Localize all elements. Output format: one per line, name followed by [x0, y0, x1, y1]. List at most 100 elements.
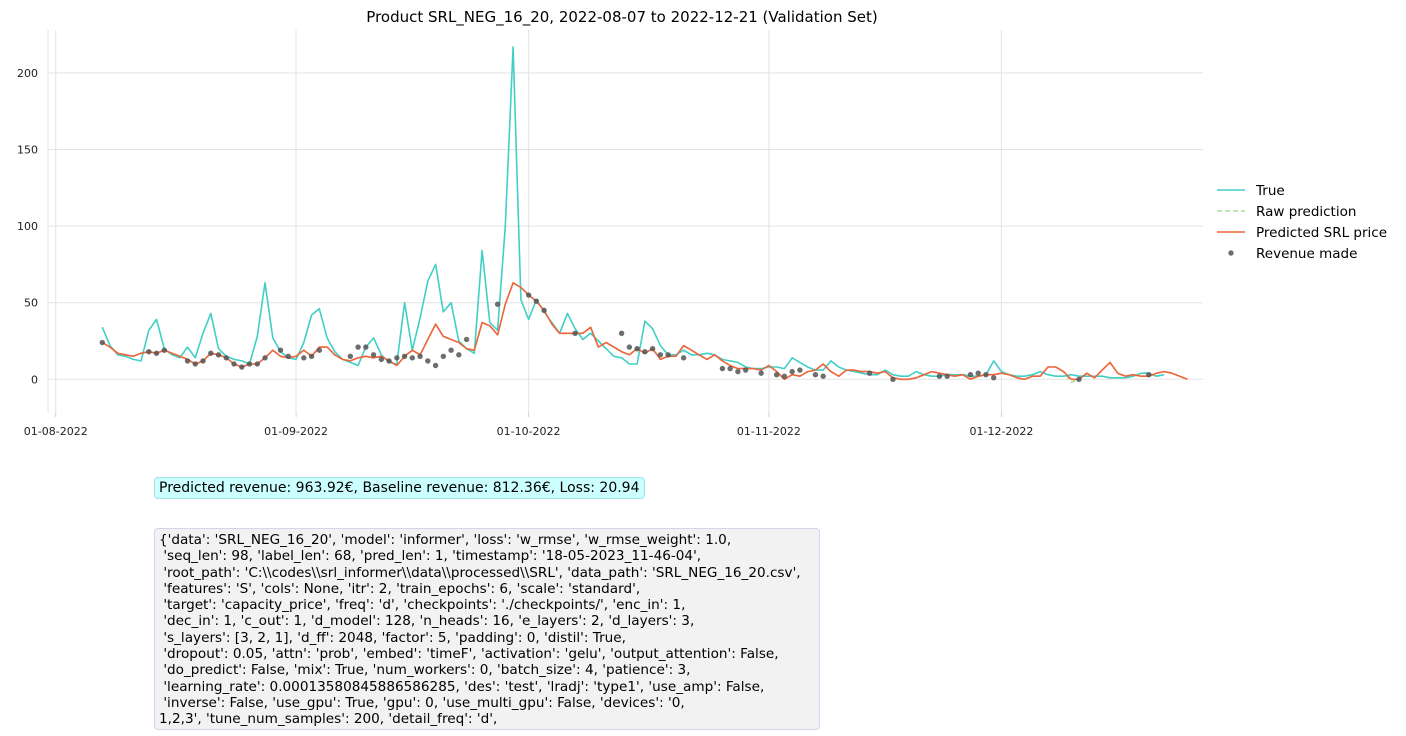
revenue-marker: [394, 355, 400, 361]
revenue-marker: [200, 358, 206, 364]
revenue-marker: [316, 347, 323, 353]
revenue-marker: [657, 352, 664, 358]
revenue-marker: [463, 336, 470, 343]
revenue-marker: [347, 353, 354, 360]
revenue-marker: [208, 350, 214, 356]
revenue-marker: [370, 352, 377, 358]
revenue-marker: [239, 364, 245, 370]
params-line: {'data': 'SRL_NEG_16_20', 'model': 'info…: [159, 532, 732, 548]
revenue-marker: [735, 368, 741, 375]
revenue-marker: [618, 330, 625, 337]
revenue-marker: [308, 353, 315, 360]
legend-label: Raw prediction: [1256, 204, 1356, 220]
revenue-marker: [727, 365, 733, 372]
x-tick-label: 01-12-2022: [969, 425, 1033, 438]
revenue-marker: [99, 339, 105, 346]
revenue-marker: [184, 358, 191, 364]
revenue-marker: [936, 373, 943, 379]
revenue-marker: [773, 372, 780, 378]
params-line: 'root_path': 'C:\\codes\\srl_informer\\d…: [159, 564, 801, 581]
revenue-marker: [355, 344, 361, 350]
x-gridlines: [55, 30, 1002, 417]
revenue-marker: [866, 370, 873, 376]
legend-label: Predicted SRL price: [1256, 225, 1387, 241]
revenue-marker: [231, 361, 237, 367]
revenue-marker: [456, 352, 462, 358]
series-line-predicted-srl-price: [101, 281, 1188, 381]
x-tick-label: 01-10-2022: [497, 425, 561, 438]
revenue-marker: [967, 372, 974, 378]
revenue-marker: [626, 344, 633, 350]
revenue-summary-box: Predicted revenue: 963.92€, Baseline rev…: [154, 477, 645, 499]
revenue-marker: [262, 355, 268, 361]
revenue-marker: [812, 372, 819, 378]
revenue-summary-text: Predicted revenue: 963.92€, Baseline rev…: [159, 480, 640, 496]
y-tick-label: 0: [31, 373, 38, 386]
revenue-marker: [440, 353, 447, 360]
y-tick-label: 150: [17, 143, 38, 156]
x-tick-label: 01-11-2022: [737, 425, 801, 438]
revenue-marker: [432, 362, 439, 369]
params-line: 1,2,3', 'tune_num_samples': 200, 'detail…: [159, 711, 498, 728]
revenue-marker: [991, 375, 997, 381]
revenue-marker: [277, 347, 284, 353]
revenue-marker: [425, 358, 431, 364]
revenue-marker: [161, 347, 167, 353]
revenue-marker: [448, 347, 454, 353]
revenue-marker: [192, 361, 198, 367]
legend: True Raw prediction Predicted SRL price Rev…: [1217, 183, 1387, 262]
series-layer: [99, 46, 1188, 384]
revenue-marker: [975, 370, 981, 376]
revenue-marker: [1076, 376, 1082, 382]
revenue-marker: [541, 307, 547, 314]
revenue-marker: [781, 373, 788, 379]
revenue-marker: [719, 365, 726, 372]
revenue-marker: [409, 355, 416, 361]
params-line: 'features': 'S', 'cols': None, 'itr': 2,…: [159, 580, 641, 597]
params-line: 's_layers': [3, 2, 1], 'd_ff': 2048, 'fa…: [159, 629, 626, 646]
revenue-marker: [890, 376, 896, 382]
series-line-true: [101, 46, 1165, 379]
params-line: 'inverse': False, 'use_gpu': True, 'gpu'…: [159, 694, 685, 711]
y-tick-label: 50: [24, 297, 38, 310]
revenue-marker: [533, 298, 540, 304]
y-tick-label: 100: [17, 220, 38, 233]
revenue-marker: [983, 372, 989, 378]
revenue-marker: [649, 345, 656, 352]
revenue-marker: [285, 353, 292, 360]
revenue-marker: [634, 345, 640, 352]
series-line-raw-prediction: [101, 281, 1188, 384]
revenue-marker: [525, 292, 532, 298]
revenue-marker: [758, 370, 764, 376]
revenue-marker: [494, 301, 501, 307]
y-tick-label: 200: [17, 67, 38, 80]
revenue-marker: [254, 361, 260, 367]
revenue-marker: [944, 373, 950, 379]
revenue-marker: [223, 355, 229, 361]
x-tick-labels: 01-08-2022 01-09-2022 01-10-2022 01-11-2022…: [24, 425, 1034, 438]
y-gridlines: [48, 72, 1203, 380]
revenue-marker: [386, 358, 392, 364]
params-line: 'do_predict': False, 'mix': True, 'num_w…: [159, 662, 691, 679]
validation-chart: Product SRL_NEG_16_20, 2022-08-07 to 202…: [17, 8, 1387, 438]
y-tick-labels: 0 50 100 150 200: [17, 67, 38, 386]
revenue-marker: [789, 368, 795, 375]
revenue-marker: [153, 350, 160, 356]
revenue-marker: [680, 355, 687, 361]
params-line: 'learning_rate': 0.00013580845886586285,…: [159, 678, 765, 695]
revenue-marker: [742, 367, 749, 373]
x-tick-label: 01-09-2022: [264, 425, 328, 438]
revenue-marker: [820, 373, 826, 379]
revenue-marker: [246, 361, 253, 367]
revenue-marker: [1146, 372, 1152, 378]
revenue-marker: [146, 349, 152, 355]
revenue-marker: [363, 344, 369, 350]
revenue-marker: [417, 353, 423, 360]
revenue-marker: [797, 367, 803, 373]
revenue-marker: [665, 352, 671, 358]
params-line: 'dec_in': 1, 'c_out': 1, 'd_model': 128,…: [159, 613, 695, 630]
x-tick-label: 01-08-2022: [24, 425, 88, 438]
legend-label: Revenue made: [1256, 246, 1357, 262]
params-line: 'dropout': 0.05, 'attn': 'prob', 'embed'…: [159, 646, 779, 663]
chart-title: Product SRL_NEG_16_20, 2022-08-07 to 202…: [366, 8, 877, 27]
